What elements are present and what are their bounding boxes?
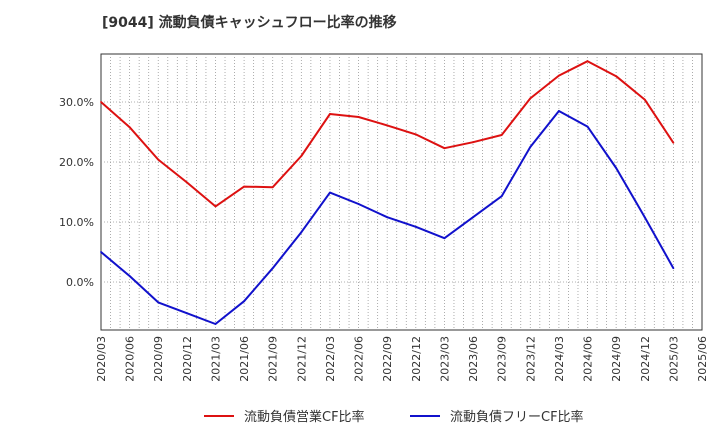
- series-2-point: [100, 251, 102, 253]
- series-2-point: [329, 191, 331, 194]
- x-tick-label: 2021/06: [238, 336, 251, 382]
- x-tick-label: 2022/03: [324, 336, 337, 382]
- series-2-point: [414, 225, 417, 228]
- legend-label: 流動負債フリーCF比率: [450, 409, 584, 425]
- series-1-point: [300, 155, 303, 157]
- series-1-point: [443, 147, 446, 150]
- x-tick-label: 2023/12: [524, 336, 537, 382]
- series-2-point: [243, 300, 245, 303]
- legend-label: 流動負債営業CF比率: [244, 409, 365, 425]
- x-tick-label: 2021/09: [267, 336, 280, 382]
- series-2-point: [615, 167, 618, 169]
- x-tick-label: 2023/09: [496, 336, 509, 382]
- y-tick-label: 0.0%: [66, 276, 94, 289]
- series-1-point: [472, 141, 474, 144]
- series-1-point: [329, 113, 331, 115]
- x-tick-label: 2024/09: [610, 336, 623, 382]
- series-2-point: [128, 275, 131, 277]
- x-tick-label: 2025/06: [696, 336, 709, 382]
- y-tick-label: 30.0%: [59, 96, 94, 109]
- series-1-point: [643, 98, 646, 101]
- x-tick-label: 2020/06: [124, 336, 137, 382]
- series-2-point: [672, 267, 675, 270]
- series-2-point: [357, 203, 360, 205]
- series-2-point: [386, 216, 389, 219]
- series-1-point: [157, 158, 160, 161]
- x-tick-label: 2024/12: [639, 336, 652, 382]
- plot-area: [100, 53, 703, 331]
- x-tick-label: 2022/09: [381, 336, 394, 382]
- series-1-point: [558, 74, 560, 77]
- x-tick-label: 2022/12: [410, 336, 423, 382]
- series-1-point: [672, 141, 675, 144]
- x-tick-label: 2022/06: [353, 336, 366, 382]
- series-2-point: [271, 267, 274, 270]
- series-2-point: [214, 323, 217, 325]
- x-tick-label: 2021/12: [295, 336, 308, 382]
- series-2-point: [529, 146, 532, 148]
- series-2-point: [443, 237, 446, 240]
- x-tick-label: 2023/06: [467, 336, 480, 382]
- series-2-point: [500, 195, 503, 198]
- series-1-point: [529, 97, 532, 100]
- series-1-point: [185, 181, 188, 184]
- series-2-point: [643, 216, 646, 219]
- x-tick-label: 2025/03: [667, 336, 680, 382]
- series-1-point: [271, 186, 274, 189]
- x-tick-label: 2020/03: [95, 336, 108, 382]
- series-1-point: [500, 134, 503, 136]
- series-1-point: [214, 205, 217, 208]
- series-1-point: [386, 124, 389, 127]
- series-2-point: [157, 301, 160, 304]
- series-2-point: [472, 216, 474, 219]
- chart-title: [9044] 流動負債キャッシュフロー比率の推移: [102, 15, 397, 31]
- series-2-point: [185, 312, 188, 315]
- x-tick-label: 2020/12: [181, 336, 194, 382]
- x-tick-label: 2021/03: [209, 336, 222, 382]
- series-1-point: [100, 101, 102, 103]
- series-1-point: [414, 133, 417, 136]
- series-1-point: [128, 126, 131, 129]
- series-1-point: [357, 116, 360, 118]
- y-tick-label: 10.0%: [59, 216, 94, 229]
- x-tick-label: 2023/03: [438, 336, 451, 382]
- series-2-point: [558, 110, 560, 112]
- y-tick-label: 20.0%: [59, 156, 94, 169]
- series-2-point: [586, 125, 589, 128]
- series-1-point: [586, 60, 589, 63]
- x-tick-label: 2020/09: [152, 336, 165, 382]
- series-1-point: [615, 75, 618, 78]
- series-1-point: [243, 185, 245, 188]
- series-2-point: [300, 231, 303, 234]
- x-tick-label: 2024/03: [553, 336, 566, 382]
- x-tick-label: 2024/06: [582, 336, 595, 382]
